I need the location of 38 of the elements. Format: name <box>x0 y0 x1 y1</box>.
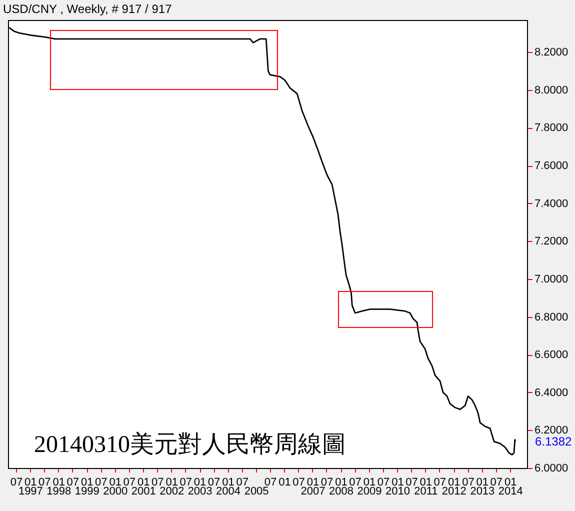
x2-tick-label: 2000 <box>103 486 128 498</box>
x-tick-label: 01 <box>80 476 94 488</box>
x-tick-label: 01 <box>306 476 320 488</box>
x2-tick-label: 1997 <box>18 486 43 498</box>
x2-tick-label: 2009 <box>357 486 382 498</box>
x-tick-label: 01 <box>24 476 37 488</box>
y-tick-label: 7.0000 <box>534 273 568 286</box>
annotation: 20140310美元對人民幣周線圖 <box>34 430 346 460</box>
y-tick-label: 6.2000 <box>534 424 568 437</box>
x2-tick-label: 2007 <box>300 486 326 498</box>
y-tick-label: 6.4000 <box>534 386 568 399</box>
x2-tick-label: 2002 <box>160 486 184 498</box>
x2-tick-label: 1999 <box>74 486 100 498</box>
y-tick-label: 7.2000 <box>534 236 568 248</box>
chart-title: USD/CNY , Weekly, # 917 / 917 <box>3 2 172 16</box>
x2-tick-label: 2004 <box>216 486 241 498</box>
x-tick-label: 01 <box>278 476 291 488</box>
x2-tick-label: 2010 <box>385 486 410 498</box>
y-tick-label: 8.2000 <box>534 46 568 59</box>
y-tick-label: 7.8000 <box>534 122 568 134</box>
x2-tick-label: 2014 <box>498 486 523 498</box>
x2-tick-label: 2003 <box>188 486 212 498</box>
y-tick-label: 7.4000 <box>534 198 568 210</box>
y-tick-label: 6.8000 <box>534 311 568 324</box>
y-tick-label: 6.0000 <box>534 462 568 474</box>
x2-tick-label: 1998 <box>46 486 72 498</box>
y-tick-label: 8.0000 <box>534 84 568 96</box>
x2-tick-label: 2008 <box>328 486 354 498</box>
x-tick-label: 01 <box>363 476 376 488</box>
x2-tick-label: 2011 <box>414 486 438 498</box>
x-tick-label: 01 <box>194 476 206 488</box>
x2-tick-label: 2012 <box>442 486 466 498</box>
x2-tick-label: 2005 <box>244 486 269 498</box>
y-tick-label: 7.6000 <box>534 160 568 172</box>
x2-tick-label: 2001 <box>131 486 156 498</box>
x2-tick-label: 2013 <box>470 486 495 498</box>
text: 6.1382 <box>535 434 572 449</box>
y-tick-label: 6.6000 <box>534 349 568 362</box>
